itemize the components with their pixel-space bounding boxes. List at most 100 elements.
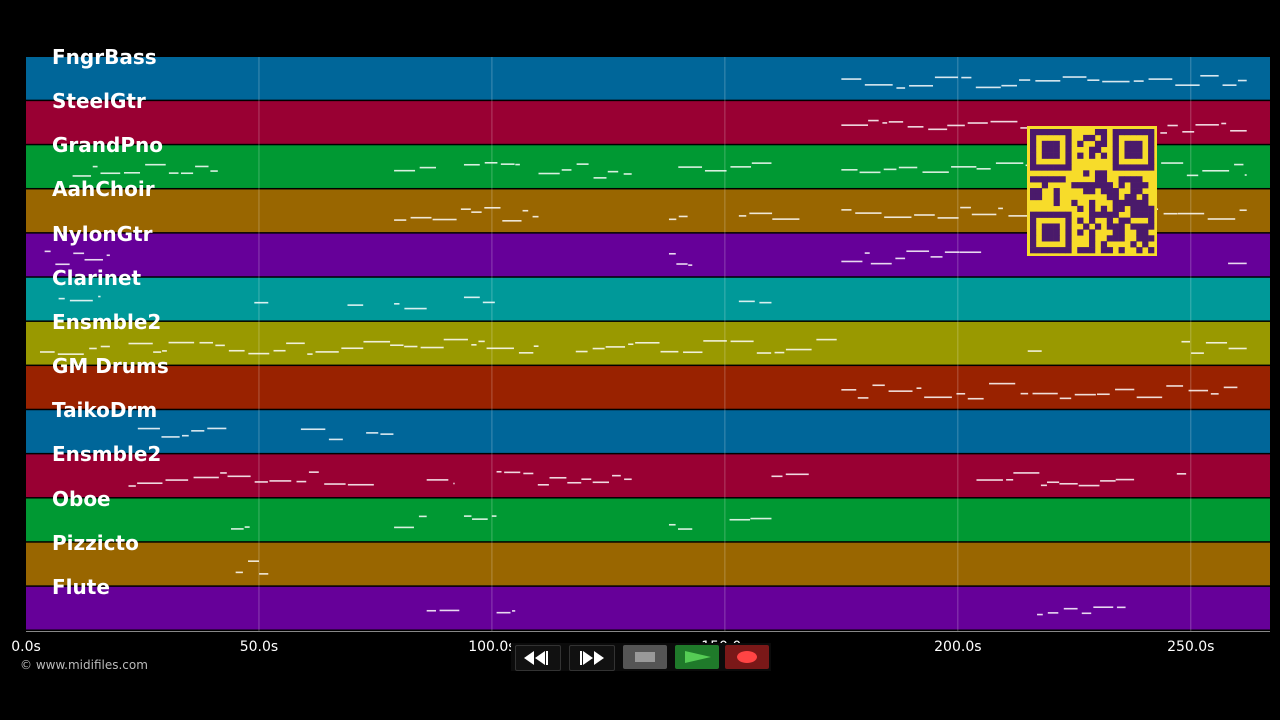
note-mark	[161, 436, 180, 438]
note-mark	[870, 262, 892, 265]
note-mark	[951, 166, 977, 168]
track-lane	[26, 454, 1270, 498]
note-mark	[683, 351, 703, 354]
note-mark	[1019, 79, 1031, 81]
note-mark	[471, 211, 482, 213]
note-mark	[1037, 613, 1043, 616]
note-mark	[864, 84, 893, 86]
note-mark	[668, 252, 676, 255]
note-mark	[533, 345, 539, 347]
note-mark	[210, 170, 218, 172]
note-mark	[561, 169, 572, 171]
record-button[interactable]	[725, 645, 769, 669]
note-mark	[57, 353, 84, 355]
note-mark	[676, 263, 688, 265]
note-mark	[518, 352, 534, 354]
note-mark	[259, 573, 269, 575]
play-icon	[685, 651, 711, 663]
note-mark	[859, 171, 881, 174]
note-mark	[883, 168, 897, 171]
note-mark	[98, 295, 101, 298]
note-mark	[1059, 482, 1078, 485]
play-button[interactable]	[675, 645, 719, 669]
note-mark	[884, 216, 912, 219]
note-mark	[523, 472, 534, 475]
note-mark	[1200, 74, 1219, 77]
note-mark	[1093, 606, 1114, 609]
note-mark	[975, 86, 1001, 89]
track-label: Ensmble2	[52, 309, 162, 334]
note-mark	[1186, 174, 1199, 177]
track-lane	[26, 410, 1270, 453]
note-mark	[404, 345, 418, 348]
note-mark	[909, 84, 934, 87]
note-mark	[898, 166, 918, 169]
note-mark	[785, 348, 812, 351]
note-mark	[123, 171, 141, 174]
note-mark	[1027, 350, 1042, 352]
note-mark	[231, 528, 244, 530]
note-mark	[254, 481, 268, 483]
note-mark	[153, 351, 162, 353]
note-mark	[1133, 80, 1144, 82]
track-label: NylonGtr	[52, 221, 153, 246]
note-mark	[1230, 129, 1247, 132]
rewind-button[interactable]	[515, 645, 561, 671]
note-mark	[976, 479, 1003, 481]
note-mark	[162, 350, 167, 352]
note-mark	[404, 307, 427, 310]
note-mark	[841, 389, 857, 391]
note-mark	[1035, 80, 1061, 82]
note-mark	[220, 472, 227, 474]
note-mark	[269, 480, 292, 482]
note-mark	[532, 215, 539, 218]
note-mark	[89, 347, 97, 350]
fast-forward-button[interactable]	[569, 645, 615, 671]
note-mark	[419, 166, 437, 169]
note-mark	[168, 341, 195, 344]
note-mark	[463, 296, 480, 299]
note-mark	[605, 346, 626, 348]
note-mark	[593, 177, 607, 179]
note-mark	[1047, 481, 1060, 484]
note-mark	[394, 219, 407, 221]
note-mark	[478, 340, 485, 343]
note-mark	[484, 206, 501, 209]
note-mark	[995, 162, 1024, 164]
note-mark	[961, 76, 972, 79]
note-mark	[472, 518, 488, 520]
note-mark	[1177, 212, 1205, 215]
note-mark	[738, 300, 755, 303]
note-mark	[137, 427, 160, 430]
note-mark	[1175, 84, 1200, 86]
note-mark	[390, 344, 404, 347]
note-mark	[410, 216, 432, 219]
track-lane	[26, 277, 1270, 321]
note-mark	[58, 297, 65, 300]
note-mark	[432, 218, 457, 221]
note-mark	[522, 209, 529, 212]
note-mark	[1136, 396, 1163, 399]
note-mark	[308, 471, 319, 473]
note-mark	[515, 163, 520, 166]
stop-button[interactable]	[623, 645, 667, 669]
note-mark	[215, 344, 225, 347]
note-mark	[1008, 215, 1032, 217]
note-mark	[668, 523, 676, 526]
track-lane	[26, 57, 1270, 100]
note-mark	[1116, 606, 1126, 609]
track-label: FngrBass	[52, 45, 157, 69]
note-mark	[678, 528, 693, 530]
note-mark	[678, 215, 688, 218]
note-mark	[537, 484, 549, 486]
note-mark	[592, 481, 609, 484]
note-mark	[1006, 478, 1014, 481]
time-tick-label: 100.0s	[468, 639, 516, 655]
note-mark	[145, 163, 166, 166]
note-mark	[1244, 174, 1247, 176]
note-mark	[92, 165, 98, 168]
note-mark	[1078, 484, 1100, 487]
note-mark	[463, 163, 480, 166]
time-tick-label: 200.0s	[934, 639, 982, 655]
